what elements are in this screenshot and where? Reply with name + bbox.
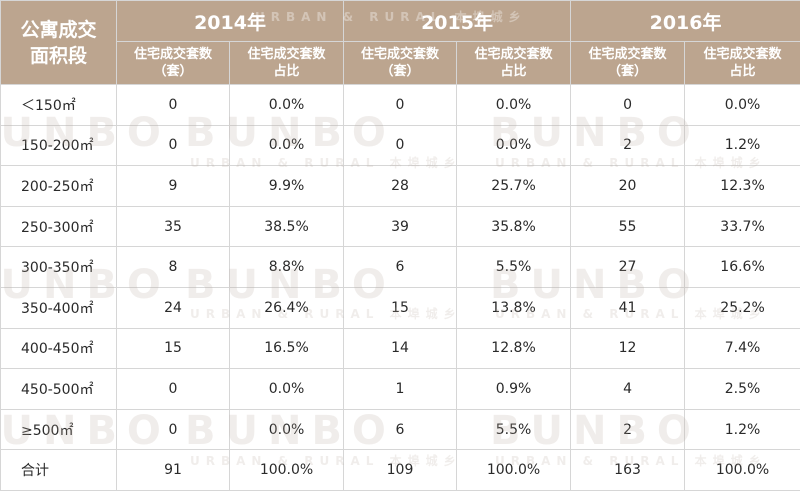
total-row: 合计 91 100.0% 109 100.0% 163 100.0% [1,450,800,491]
count-2016-cell: 41 [571,287,685,328]
share-2015-cell: 0.9% [457,369,571,410]
year-header-2016: 2016年 [571,1,800,42]
share-2014-cell: 16.5% [230,328,344,369]
share-2014-cell: 0.0% [230,85,344,126]
count-2014-cell: 9 [117,166,230,207]
area-range-cell: ≥500㎡ [1,409,117,450]
area-range-cell: 350-400㎡ [1,287,117,328]
share-2015-cell: 13.8% [457,287,571,328]
table-row: 250-300㎡ 35 38.5% 39 35.8% 55 33.7% [1,206,800,247]
col-header-share-2015: 住宅成交套数 占比 [457,42,571,85]
count-2014-cell: 0 [117,85,230,126]
share-2014-cell: 100.0% [230,450,344,491]
share-2014-cell: 0.0% [230,409,344,450]
table-row: 450-500㎡ 0 0.0% 1 0.9% 4 2.5% [1,369,800,410]
count-2014-cell: 0 [117,125,230,166]
table-row: 300-350㎡ 8 8.8% 6 5.5% 27 16.6% [1,247,800,288]
share-2016-cell: 7.4% [685,328,800,369]
area-range-cell: 300-350㎡ [1,247,117,288]
count-2016-cell: 2 [571,409,685,450]
count-2015-cell: 1 [344,369,457,410]
count-2016-cell: 20 [571,166,685,207]
count-2015-cell: 39 [344,206,457,247]
col-header-share-2014: 住宅成交套数 占比 [230,42,344,85]
share-2015-cell: 25.7% [457,166,571,207]
share-2014-cell: 38.5% [230,206,344,247]
share-2016-cell: 16.6% [685,247,800,288]
count-2016-cell: 0 [571,85,685,126]
count-2014-cell: 0 [117,409,230,450]
count-2016-cell: 163 [571,450,685,491]
count-2014-cell: 15 [117,328,230,369]
share-2015-cell: 12.8% [457,328,571,369]
count-2015-cell: 14 [344,328,457,369]
corner-header: 公寓成交 面积段 [1,1,117,85]
share-2016-cell: 33.7% [685,206,800,247]
share-2014-cell: 0.0% [230,125,344,166]
table-row: 200-250㎡ 9 9.9% 28 25.7% 20 12.3% [1,166,800,207]
count-2015-cell: 15 [344,287,457,328]
area-range-cell: 450-500㎡ [1,369,117,410]
count-2016-cell: 55 [571,206,685,247]
share-2015-cell: 100.0% [457,450,571,491]
area-range-cell: 400-450㎡ [1,328,117,369]
count-2016-cell: 4 [571,369,685,410]
table-row: 400-450㎡ 15 16.5% 14 12.8% 12 7.4% [1,328,800,369]
count-2016-cell: 12 [571,328,685,369]
share-2016-cell: 1.2% [685,409,800,450]
share-2014-cell: 26.4% [230,287,344,328]
share-2014-cell: 0.0% [230,369,344,410]
count-2015-cell: 28 [344,166,457,207]
year-header-2014: 2014年 [117,1,344,42]
share-2014-cell: 9.9% [230,166,344,207]
count-2014-cell: 0 [117,369,230,410]
count-2015-cell: 6 [344,409,457,450]
table-row: ≥500㎡ 0 0.0% 6 5.5% 2 1.2% [1,409,800,450]
share-2016-cell: 100.0% [685,450,800,491]
table-row: 150-200㎡ 0 0.0% 0 0.0% 2 1.2% [1,125,800,166]
share-2016-cell: 2.5% [685,369,800,410]
count-2016-cell: 27 [571,247,685,288]
table-row: 350-400㎡ 24 26.4% 15 13.8% 41 25.2% [1,287,800,328]
col-header-count-2014: 住宅成交套数 （套） [117,42,230,85]
col-header-count-2016: 住宅成交套数 （套） [571,42,685,85]
count-2014-cell: 91 [117,450,230,491]
count-2015-cell: 0 [344,85,457,126]
share-2016-cell: 0.0% [685,85,800,126]
count-2014-cell: 8 [117,247,230,288]
table-row: ＜150㎡ 0 0.0% 0 0.0% 0 0.0% [1,85,800,126]
share-2015-cell: 5.5% [457,247,571,288]
count-2015-cell: 109 [344,450,457,491]
share-2015-cell: 35.8% [457,206,571,247]
area-range-cell: 250-300㎡ [1,206,117,247]
corner-header-label: 公寓成交 面积段 [20,19,96,67]
count-2015-cell: 6 [344,247,457,288]
year-header-2015: 2015年 [344,1,571,42]
count-2015-cell: 0 [344,125,457,166]
share-2016-cell: 12.3% [685,166,800,207]
area-range-cell: 150-200㎡ [1,125,117,166]
count-2014-cell: 24 [117,287,230,328]
share-2015-cell: 0.0% [457,125,571,166]
share-2015-cell: 5.5% [457,409,571,450]
share-2014-cell: 8.8% [230,247,344,288]
count-2014-cell: 35 [117,206,230,247]
col-header-share-2016: 住宅成交套数 占比 [685,42,800,85]
share-2016-cell: 1.2% [685,125,800,166]
count-2016-cell: 2 [571,125,685,166]
total-label-cell: 合计 [1,450,117,491]
area-range-cell: ＜150㎡ [1,85,117,126]
area-range-cell: 200-250㎡ [1,166,117,207]
share-2015-cell: 0.0% [457,85,571,126]
col-header-count-2015: 住宅成交套数 （套） [344,42,457,85]
share-2016-cell: 25.2% [685,287,800,328]
